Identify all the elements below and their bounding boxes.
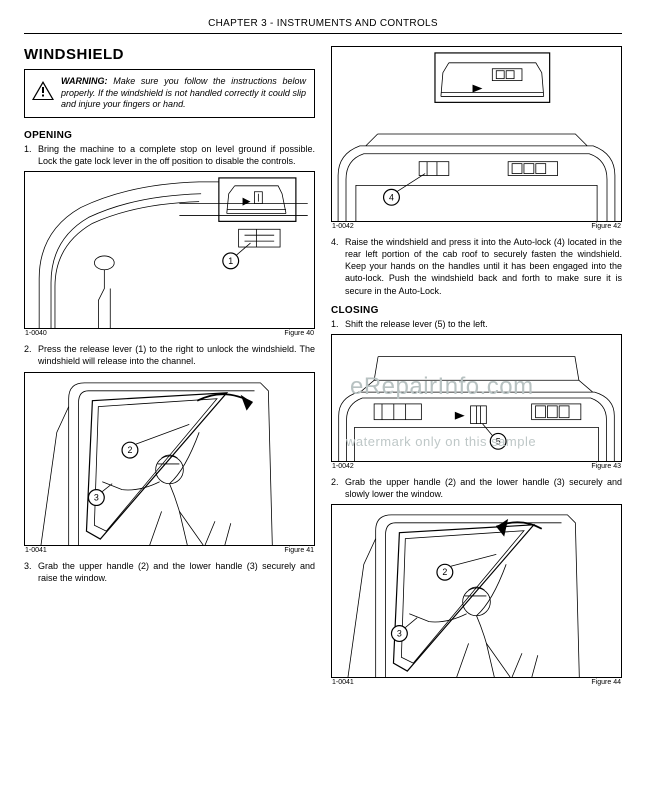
svg-text:2: 2	[127, 445, 132, 455]
figure-42-caption: 1-0042Figure 42	[331, 223, 622, 230]
opening-step-3: 3.Grab the upper handle (2) and the lowe…	[24, 560, 315, 584]
figure-40: 1	[24, 171, 315, 329]
right-column: 4 1-0042Figure 42 4.Raise the windshield…	[331, 46, 622, 692]
section-title: WINDSHIELD	[24, 46, 315, 63]
closing-heading: CLOSING	[331, 305, 622, 316]
svg-text:3: 3	[397, 629, 402, 639]
opening-step-1: 1.Bring the machine to a complete stop o…	[24, 143, 315, 167]
warning-label: WARNING:	[61, 76, 108, 86]
opening-step-4: 4.Raise the windshield and press it into…	[331, 236, 622, 297]
left-column: WINDSHIELD WARNING: Make sure you follow…	[24, 46, 315, 692]
figure-41: 2 3	[24, 372, 315, 546]
figure-43: 5	[331, 334, 622, 462]
opening-step-2: 2.Press the release lever (1) to the rig…	[24, 343, 315, 367]
warning-icon	[31, 80, 55, 102]
figure-44: 2 3	[331, 504, 622, 678]
figure-42: 4	[331, 46, 622, 222]
svg-text:4: 4	[389, 192, 394, 202]
figure-44-caption: 1-0041Figure 44	[331, 679, 622, 686]
svg-text:3: 3	[94, 492, 99, 502]
chapter-header: CHAPTER 3 - INSTRUMENTS AND CONTROLS	[24, 18, 622, 34]
opening-heading: OPENING	[24, 130, 315, 141]
svg-text:5: 5	[496, 436, 501, 446]
warning-text: WARNING: Make sure you follow the instru…	[61, 76, 306, 111]
closing-step-2: 2.Grab the upper handle (2) and the lowe…	[331, 476, 622, 500]
closing-step-1: 1.Shift the release lever (5) to the lef…	[331, 318, 622, 330]
svg-text:1: 1	[228, 256, 233, 266]
figure-41-caption: 1-0041Figure 41	[24, 547, 315, 554]
figure-40-caption: 1-0040Figure 40	[24, 330, 315, 337]
figure-43-caption: 1-0042Figure 43	[331, 463, 622, 470]
content-columns: WINDSHIELD WARNING: Make sure you follow…	[24, 46, 622, 692]
warning-box: WARNING: Make sure you follow the instru…	[24, 69, 315, 118]
svg-text:2: 2	[442, 567, 447, 577]
